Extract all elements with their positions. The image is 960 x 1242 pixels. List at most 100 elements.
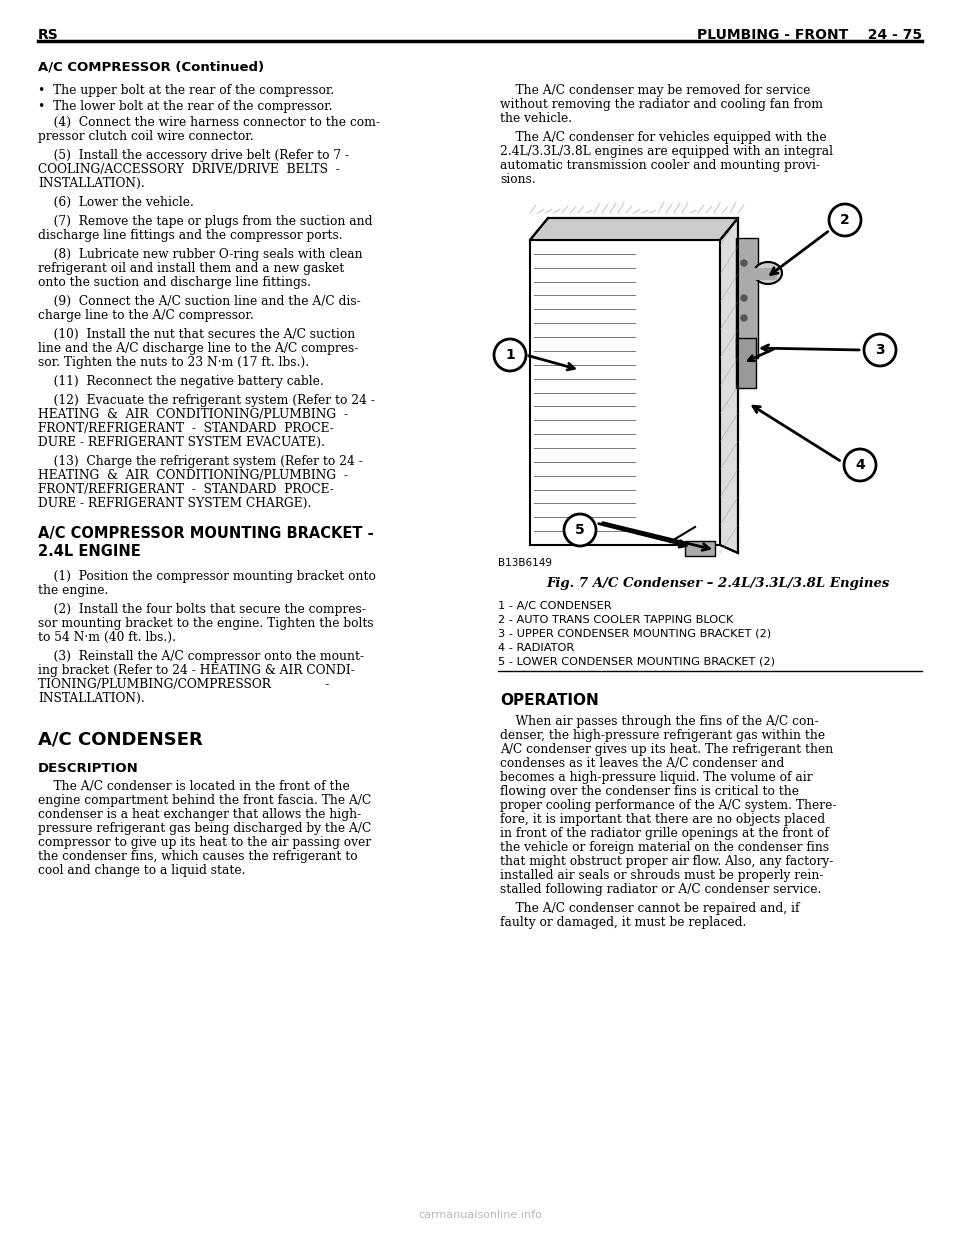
- Polygon shape: [530, 219, 738, 240]
- Text: condenser is a heat exchanger that allows the high-: condenser is a heat exchanger that allow…: [38, 809, 361, 821]
- Text: to 54 N·m (40 ft. lbs.).: to 54 N·m (40 ft. lbs.).: [38, 631, 176, 645]
- Circle shape: [741, 296, 747, 301]
- Circle shape: [741, 315, 747, 320]
- Text: the vehicle or foreign material on the condenser fins: the vehicle or foreign material on the c…: [500, 841, 829, 854]
- Text: FRONT/REFRIGERANT  -  STANDARD  PROCE-: FRONT/REFRIGERANT - STANDARD PROCE-: [38, 483, 334, 496]
- Text: A/C COMPRESSOR (Continued): A/C COMPRESSOR (Continued): [38, 60, 264, 73]
- Text: denser, the high-pressure refrigerant gas within the: denser, the high-pressure refrigerant ga…: [500, 729, 826, 741]
- Text: 2.4L/3.3L/3.8L engines are equipped with an integral: 2.4L/3.3L/3.8L engines are equipped with…: [500, 145, 833, 158]
- Text: the condenser fins, which causes the refrigerant to: the condenser fins, which causes the ref…: [38, 850, 358, 863]
- Text: A/C CONDENSER: A/C CONDENSER: [38, 730, 203, 748]
- Text: INSTALLATION).: INSTALLATION).: [38, 692, 145, 705]
- Text: 5 - LOWER CONDENSER MOUNTING BRACKET (2): 5 - LOWER CONDENSER MOUNTING BRACKET (2): [498, 657, 775, 667]
- Text: RS: RS: [38, 29, 59, 42]
- Text: carmanualsonline.info: carmanualsonline.info: [418, 1210, 542, 1220]
- Text: sor. Tighten the nuts to 23 N·m (17 ft. lbs.).: sor. Tighten the nuts to 23 N·m (17 ft. …: [38, 356, 309, 369]
- Circle shape: [494, 339, 526, 371]
- Bar: [530, 240, 720, 545]
- Text: fore, it is important that there are no objects placed: fore, it is important that there are no …: [500, 814, 826, 826]
- Text: B13B6149: B13B6149: [498, 558, 552, 568]
- Text: pressor clutch coil wire connector.: pressor clutch coil wire connector.: [38, 130, 253, 143]
- Text: A/C COMPRESSOR MOUNTING BRACKET -: A/C COMPRESSOR MOUNTING BRACKET -: [38, 527, 373, 542]
- Text: compressor to give up its heat to the air passing over: compressor to give up its heat to the ai…: [38, 836, 372, 850]
- Text: the engine.: the engine.: [38, 584, 108, 597]
- Text: stalled following radiator or A/C condenser service.: stalled following radiator or A/C conden…: [500, 883, 822, 895]
- Text: ing bracket (Refer to 24 - HEATING & AIR CONDI-: ing bracket (Refer to 24 - HEATING & AIR…: [38, 664, 355, 677]
- Text: INSTALLATION).: INSTALLATION).: [38, 178, 145, 190]
- Bar: [685, 542, 715, 556]
- Text: becomes a high-pressure liquid. The volume of air: becomes a high-pressure liquid. The volu…: [500, 771, 812, 784]
- Text: 4 - RADIATOR: 4 - RADIATOR: [498, 643, 574, 653]
- Text: (11)  Reconnect the negative battery cable.: (11) Reconnect the negative battery cabl…: [38, 375, 324, 388]
- Text: DURE - REFRIGERANT SYSTEM CHARGE).: DURE - REFRIGERANT SYSTEM CHARGE).: [38, 497, 311, 510]
- Text: TIONING/PLUMBING/COMPRESSOR              -: TIONING/PLUMBING/COMPRESSOR -: [38, 678, 329, 691]
- Text: •  The upper bolt at the rear of the compressor.: • The upper bolt at the rear of the comp…: [38, 84, 334, 97]
- Text: the vehicle.: the vehicle.: [500, 112, 572, 125]
- Circle shape: [564, 514, 596, 546]
- Text: refrigerant oil and install them and a new gasket: refrigerant oil and install them and a n…: [38, 262, 345, 274]
- Text: The A/C condenser for vehicles equipped with the: The A/C condenser for vehicles equipped …: [500, 130, 827, 144]
- Text: (1)  Position the compressor mounting bracket onto: (1) Position the compressor mounting bra…: [38, 570, 376, 582]
- Text: pressure refrigerant gas being discharged by the A/C: pressure refrigerant gas being discharge…: [38, 822, 372, 835]
- Text: condenses as it leaves the A/C condenser and: condenses as it leaves the A/C condenser…: [500, 758, 784, 770]
- Text: The A/C condenser may be removed for service: The A/C condenser may be removed for ser…: [500, 84, 810, 97]
- Text: (10)  Install the nut that secures the A/C suction: (10) Install the nut that secures the A/…: [38, 328, 355, 342]
- Text: (4)  Connect the wire harness connector to the com-: (4) Connect the wire harness connector t…: [38, 116, 380, 129]
- Text: (6)  Lower the vehicle.: (6) Lower the vehicle.: [38, 196, 194, 209]
- Bar: [736, 238, 758, 358]
- Text: 3: 3: [876, 343, 885, 356]
- Text: 4: 4: [855, 458, 865, 472]
- Text: (13)  Charge the refrigerant system (Refer to 24 -: (13) Charge the refrigerant system (Refe…: [38, 455, 363, 468]
- Text: PLUMBING - FRONT    24 - 75: PLUMBING - FRONT 24 - 75: [697, 29, 922, 42]
- Text: 3 - UPPER CONDENSER MOUNTING BRACKET (2): 3 - UPPER CONDENSER MOUNTING BRACKET (2): [498, 628, 771, 638]
- Circle shape: [741, 260, 747, 266]
- Text: OPERATION: OPERATION: [500, 693, 599, 708]
- Text: •  The lower bolt at the rear of the compressor.: • The lower bolt at the rear of the comp…: [38, 101, 332, 113]
- Ellipse shape: [754, 262, 782, 284]
- Text: installed air seals or shrouds must be properly rein-: installed air seals or shrouds must be p…: [500, 869, 824, 882]
- Text: (2)  Install the four bolts that secure the compres-: (2) Install the four bolts that secure t…: [38, 604, 366, 616]
- Text: The A/C condenser cannot be repaired and, if: The A/C condenser cannot be repaired and…: [500, 902, 800, 915]
- Text: sor mounting bracket to the engine. Tighten the bolts: sor mounting bracket to the engine. Tigh…: [38, 617, 373, 630]
- Text: 2: 2: [840, 212, 850, 227]
- Text: 2.4L ENGINE: 2.4L ENGINE: [38, 544, 141, 559]
- Bar: [752, 268, 777, 279]
- Bar: [736, 338, 756, 388]
- Text: DURE - REFRIGERANT SYSTEM EVACUATE).: DURE - REFRIGERANT SYSTEM EVACUATE).: [38, 436, 325, 450]
- Text: charge line to the A/C compressor.: charge line to the A/C compressor.: [38, 309, 253, 322]
- Text: Fig. 7 A/C Condenser – 2.4L/3.3L/3.8L Engines: Fig. 7 A/C Condenser – 2.4L/3.3L/3.8L En…: [546, 578, 890, 590]
- Text: onto the suction and discharge line fittings.: onto the suction and discharge line fitt…: [38, 276, 311, 289]
- Text: 1 - A/C CONDENSER: 1 - A/C CONDENSER: [498, 601, 612, 611]
- Text: 1: 1: [505, 348, 515, 361]
- Text: that might obstruct proper air flow. Also, any factory-: that might obstruct proper air flow. Als…: [500, 854, 833, 868]
- Text: automatic transmission cooler and mounting provi-: automatic transmission cooler and mounti…: [500, 159, 820, 171]
- Circle shape: [829, 204, 861, 236]
- Text: (9)  Connect the A/C suction line and the A/C dis-: (9) Connect the A/C suction line and the…: [38, 296, 361, 308]
- Text: proper cooling performance of the A/C system. There-: proper cooling performance of the A/C sy…: [500, 799, 836, 812]
- Text: discharge line fittings and the compressor ports.: discharge line fittings and the compress…: [38, 229, 343, 242]
- Circle shape: [864, 334, 896, 366]
- Text: sions.: sions.: [500, 173, 536, 186]
- Text: A/C condenser gives up its heat. The refrigerant then: A/C condenser gives up its heat. The ref…: [500, 743, 833, 756]
- Polygon shape: [720, 219, 738, 553]
- Text: When air passes through the fins of the A/C con-: When air passes through the fins of the …: [500, 715, 819, 728]
- Text: (3)  Reinstall the A/C compressor onto the mount-: (3) Reinstall the A/C compressor onto th…: [38, 650, 364, 663]
- Text: faulty or damaged, it must be replaced.: faulty or damaged, it must be replaced.: [500, 917, 746, 929]
- Text: cool and change to a liquid state.: cool and change to a liquid state.: [38, 864, 246, 877]
- Text: engine compartment behind the front fascia. The A/C: engine compartment behind the front fasc…: [38, 794, 372, 807]
- Text: The A/C condenser is located in the front of the: The A/C condenser is located in the fron…: [38, 780, 349, 792]
- Text: (5)  Install the accessory drive belt (Refer to 7 -: (5) Install the accessory drive belt (Re…: [38, 149, 349, 161]
- Text: 5: 5: [575, 523, 585, 537]
- Text: without removing the radiator and cooling fan from: without removing the radiator and coolin…: [500, 98, 823, 111]
- Text: 2 - AUTO TRANS COOLER TAPPING BLOCK: 2 - AUTO TRANS COOLER TAPPING BLOCK: [498, 615, 733, 625]
- Text: line and the A/C discharge line to the A/C compres-: line and the A/C discharge line to the A…: [38, 342, 358, 355]
- Text: in front of the radiator grille openings at the front of: in front of the radiator grille openings…: [500, 827, 828, 840]
- Text: DESCRIPTION: DESCRIPTION: [38, 763, 139, 775]
- Circle shape: [844, 450, 876, 481]
- Text: (8)  Lubricate new rubber O-ring seals with clean: (8) Lubricate new rubber O-ring seals wi…: [38, 248, 363, 261]
- Text: HEATING  &  AIR  CONDITIONING/PLUMBING  -: HEATING & AIR CONDITIONING/PLUMBING -: [38, 469, 348, 482]
- Text: HEATING  &  AIR  CONDITIONING/PLUMBING  -: HEATING & AIR CONDITIONING/PLUMBING -: [38, 409, 348, 421]
- Text: (7)  Remove the tape or plugs from the suction and: (7) Remove the tape or plugs from the su…: [38, 215, 372, 229]
- Text: FRONT/REFRIGERANT  -  STANDARD  PROCE-: FRONT/REFRIGERANT - STANDARD PROCE-: [38, 422, 334, 435]
- Text: COOLING/ACCESSORY  DRIVE/DRIVE  BELTS  -: COOLING/ACCESSORY DRIVE/DRIVE BELTS -: [38, 163, 340, 176]
